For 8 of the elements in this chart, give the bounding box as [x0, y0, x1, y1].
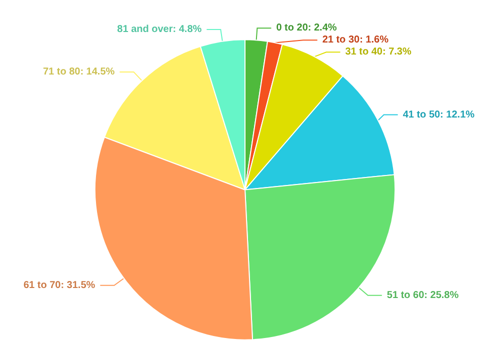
slice-label: 21 to 30: 1.6%	[322, 34, 389, 46]
slice-label: 31 to 40: 7.3%	[345, 46, 412, 58]
slice-label: 71 to 80: 14.5%	[42, 66, 115, 78]
slice-label: 41 to 50: 12.1%	[402, 109, 475, 120]
slice-label: 61 to 70: 31.5%	[23, 280, 96, 291]
slice-label: 0 to 20: 2.4%	[276, 22, 337, 34]
slice-label: 51 to 60: 25.8%	[386, 290, 459, 301]
slice-label: 81 and over: 4.8%	[117, 24, 202, 36]
